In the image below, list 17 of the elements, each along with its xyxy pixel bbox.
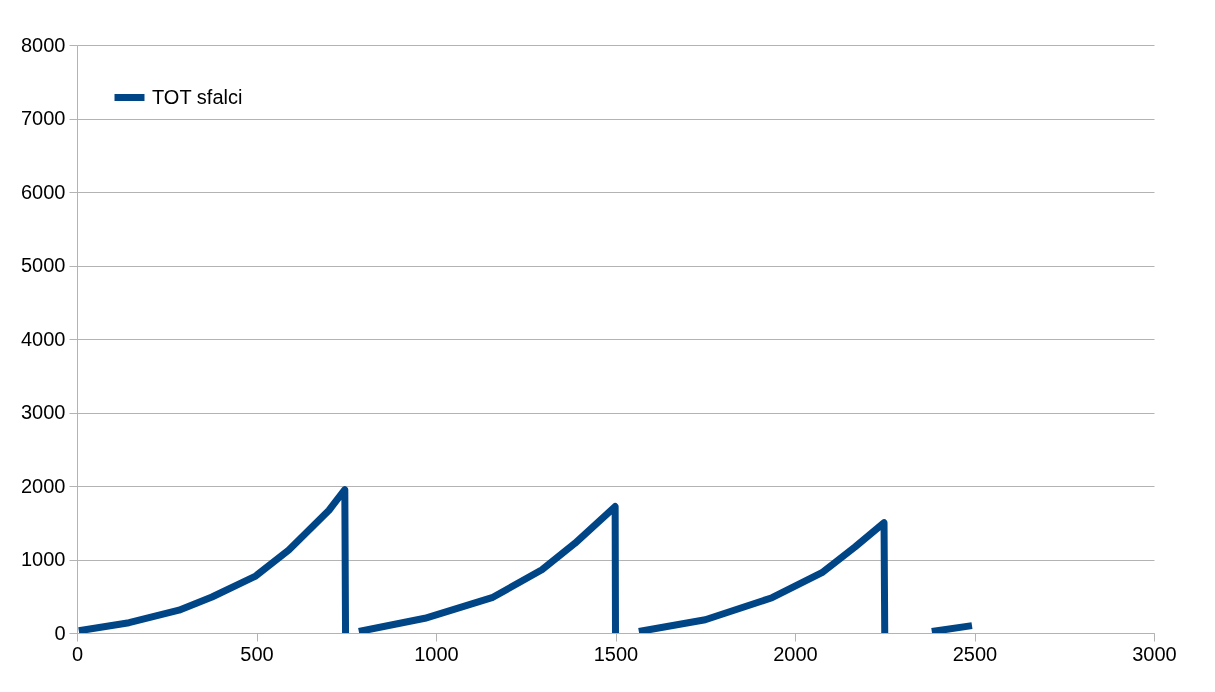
y-tick-label: 5000 bbox=[21, 254, 66, 276]
x-tick-label: 1000 bbox=[414, 642, 459, 665]
x-tick-label: 2500 bbox=[952, 642, 998, 665]
y-tick-label: 8000 bbox=[21, 33, 66, 56]
y-tick-label: 7000 bbox=[21, 107, 66, 129]
x-tick-label: 1500 bbox=[593, 642, 639, 665]
y-tick-label: 2000 bbox=[21, 474, 66, 497]
y-tick-label: 1000 bbox=[21, 548, 66, 570]
legend-label: TOT sfalci bbox=[152, 85, 243, 108]
x-tick-label: 0 bbox=[71, 642, 84, 665]
x-tick-label: 3000 bbox=[1132, 642, 1177, 665]
y-tick-label: 3000 bbox=[21, 401, 66, 423]
y-tick-label: 0 bbox=[54, 621, 66, 644]
y-tick-label: 6000 bbox=[21, 180, 66, 203]
x-tick-label: 500 bbox=[240, 642, 274, 665]
y-tick-label: 4000 bbox=[21, 327, 66, 350]
x-tick-label: 2000 bbox=[773, 642, 818, 665]
